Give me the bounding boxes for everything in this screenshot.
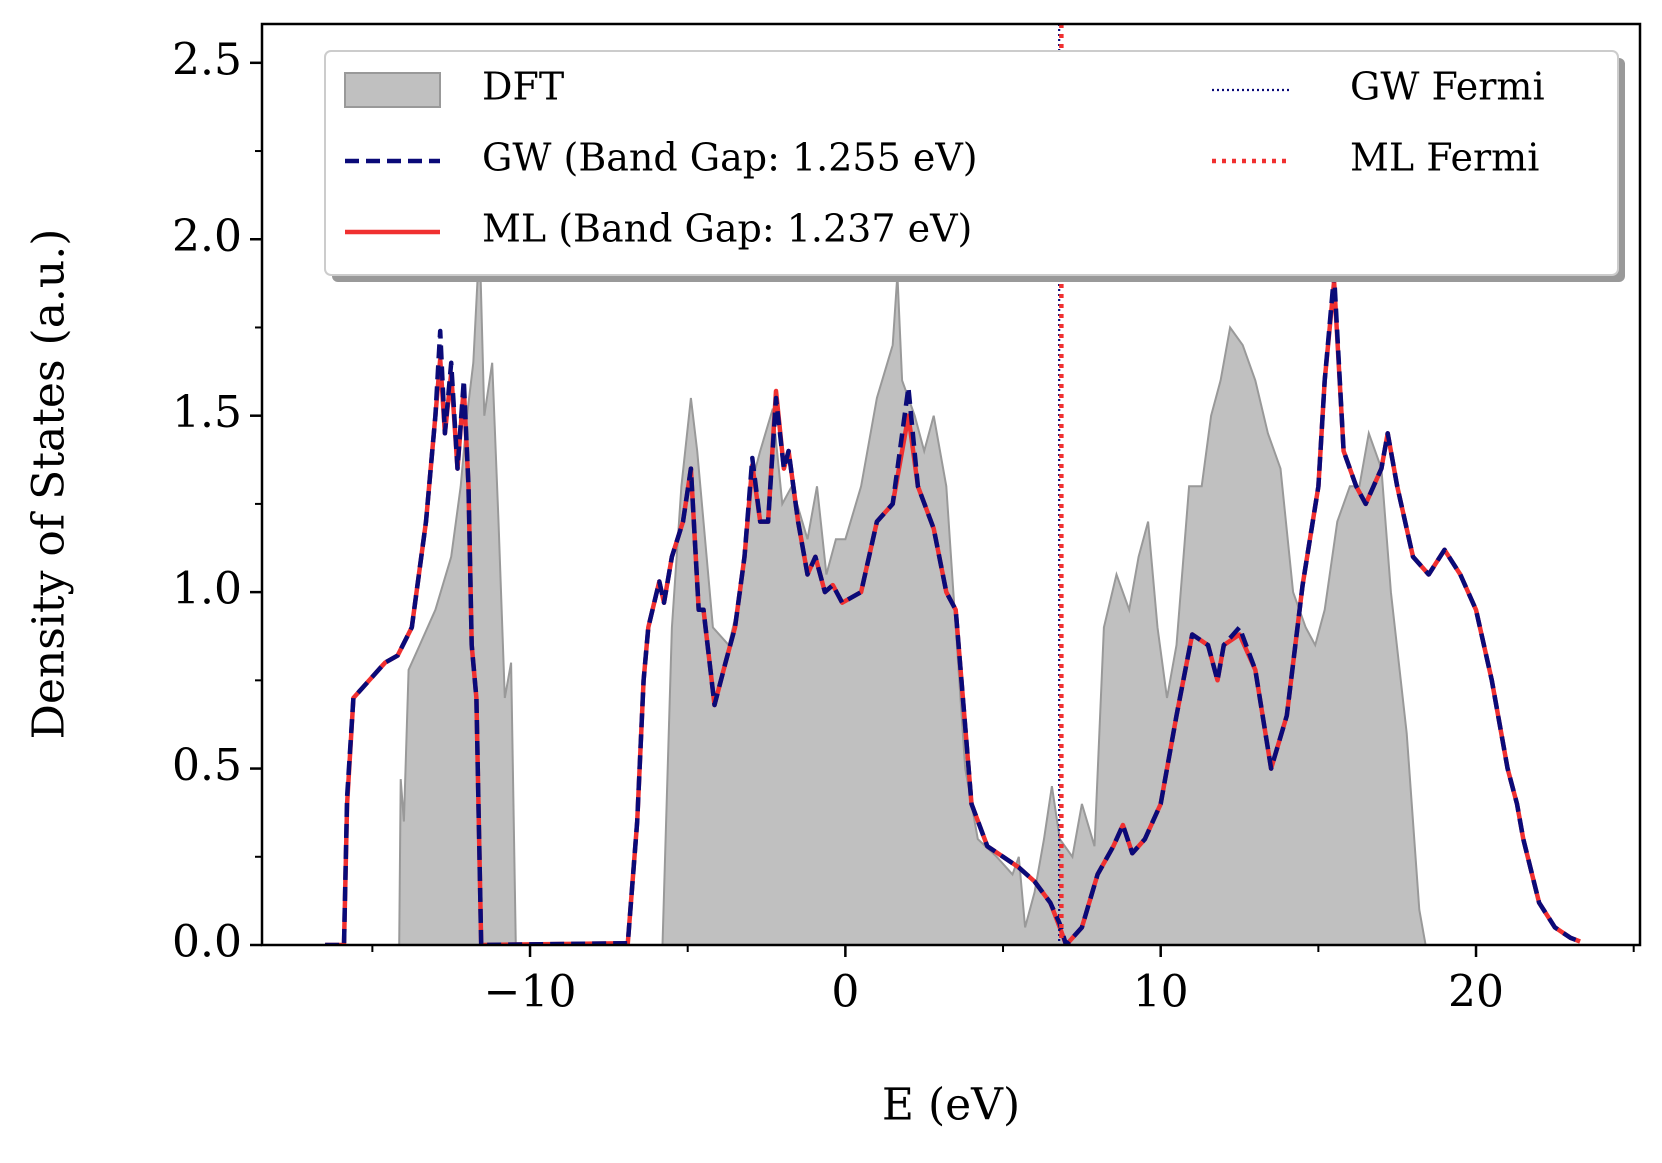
plot-marks — [325, 24, 1581, 945]
axes-frame — [260, 22, 1642, 947]
x-axis-label: E (eV) — [882, 1080, 1020, 1131]
dos-line — [325, 272, 1581, 945]
x-tick-label: 10 — [1133, 967, 1189, 1018]
legend-label: ML (Band Gap: 1.237 eV) — [482, 207, 972, 251]
x-tick-label: 20 — [1448, 967, 1504, 1018]
y-tick-label: 2.0 — [172, 211, 242, 262]
legend-swatch — [344, 72, 441, 108]
legend-label: GW Fermi — [1350, 65, 1545, 109]
legend-label: GW (Band Gap: 1.255 eV) — [482, 136, 978, 180]
y-tick-label: 1.0 — [172, 564, 242, 615]
y-tick-label: 2.5 — [172, 34, 242, 85]
x-tick-label: 0 — [831, 967, 859, 1018]
y-tick-label: 0.0 — [172, 917, 242, 968]
legend-label: ML Fermi — [1350, 136, 1539, 180]
y-axis-label: Density of States (a.u.) — [24, 229, 75, 740]
y-tick-label: 1.5 — [172, 387, 242, 438]
legend — [324, 50, 1619, 276]
dft-area — [398, 239, 1427, 945]
y-tick-label: 0.5 — [172, 740, 242, 791]
x-tick-label: −10 — [484, 967, 577, 1018]
legend-label: DFT — [482, 65, 564, 109]
